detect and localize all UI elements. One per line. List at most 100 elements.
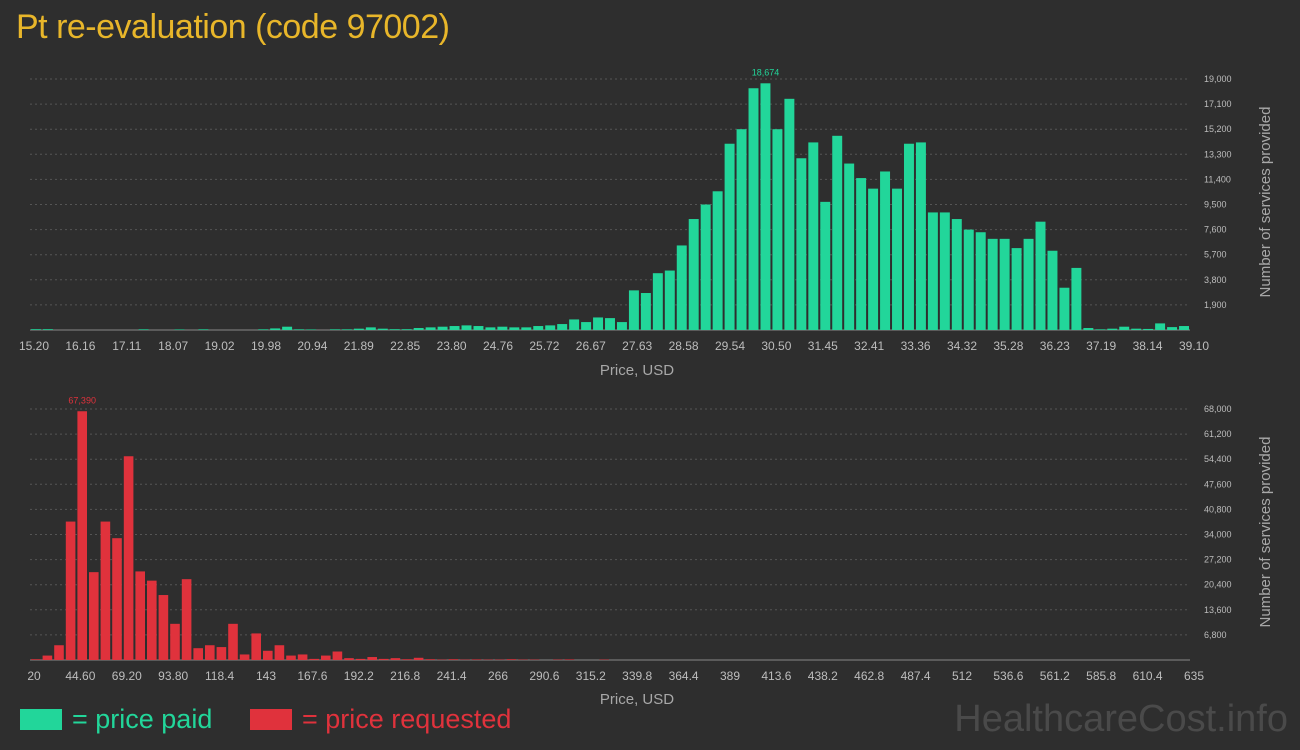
bar	[473, 326, 484, 330]
bar	[939, 212, 950, 330]
x-tick-label: 216.8	[390, 669, 420, 683]
x-tick-label: 36.23	[1040, 339, 1070, 353]
x-tick-label: 24.76	[483, 339, 513, 353]
x-tick-label: 22.85	[390, 339, 420, 353]
watermark: HealthcareCost.info	[954, 698, 1288, 740]
bar	[228, 623, 238, 660]
bar	[147, 580, 157, 660]
x-tick-label: 15.20	[19, 339, 49, 353]
bar	[1143, 328, 1154, 330]
bar	[123, 456, 134, 660]
bar	[1035, 221, 1046, 330]
bar	[688, 219, 699, 330]
bar	[593, 317, 604, 330]
bar	[712, 191, 723, 330]
bar	[1119, 326, 1130, 330]
x-tick-label: 18.07	[158, 339, 188, 353]
bar	[286, 655, 296, 660]
bar	[54, 645, 64, 660]
x-tick-label: 339.8	[622, 669, 652, 683]
x-tick-label: 241.4	[437, 669, 467, 683]
bar	[485, 327, 496, 330]
x-tick-label: 17.11	[112, 339, 141, 353]
bar	[239, 654, 250, 660]
y-tick-label: 54,400	[1204, 454, 1232, 464]
x-tick-label: 635	[1184, 669, 1204, 683]
x-tick-label: 512	[952, 669, 972, 683]
x-tick-label: 462.8	[854, 669, 884, 683]
y-tick-label: 47,600	[1204, 479, 1232, 489]
price-requested-chart: 6,800 13,600 20,400 27,200 34,000 40,800 47,60…	[27, 395, 1274, 708]
bar	[772, 129, 783, 330]
bar	[915, 142, 926, 330]
x-tick-label: 32.41	[854, 339, 884, 353]
bar	[903, 143, 914, 330]
bar	[297, 654, 308, 660]
bar	[640, 293, 651, 330]
y-axis-label: Number of services provided	[1257, 437, 1274, 628]
bar	[344, 658, 354, 660]
bar	[306, 329, 317, 330]
x-tick-label: 438.2	[808, 669, 838, 683]
bar	[975, 232, 986, 330]
price-paid-chart: 1,900 3,800 5,700 7,600 9,500 11,400 13,300 15,…	[19, 67, 1274, 379]
bar	[389, 329, 400, 330]
x-tick-label: 20	[27, 669, 41, 683]
bar	[987, 238, 998, 330]
bar	[1095, 329, 1106, 330]
bar	[158, 595, 169, 660]
x-tick-label: 536.6	[993, 669, 1023, 683]
bar	[1167, 327, 1178, 330]
bar	[844, 163, 855, 330]
bar	[181, 579, 192, 660]
bar	[1179, 326, 1189, 330]
x-tick-label: 266	[488, 669, 508, 683]
bar	[341, 329, 352, 330]
legend-paid-label: = price paid	[72, 704, 213, 734]
bar	[808, 142, 819, 330]
y-tick-label: 11,400	[1204, 174, 1231, 184]
bar	[425, 327, 436, 330]
bar	[449, 326, 460, 330]
bar	[193, 648, 203, 660]
peak-value-label: 67,390	[68, 395, 96, 405]
x-tick-label: 93.80	[158, 669, 188, 683]
x-tick-label: 44.60	[65, 669, 95, 683]
y-tick-label: 6,800	[1204, 630, 1227, 640]
bar	[471, 659, 482, 660]
bar	[784, 98, 795, 330]
bar	[390, 658, 401, 660]
y-tick-label: 27,200	[1204, 555, 1232, 565]
page-title: Pt re-evaluation (code 97002)	[16, 8, 450, 46]
bar	[521, 327, 532, 330]
y-tick-label: 68,000	[1204, 404, 1232, 414]
bar	[205, 645, 215, 660]
legend-paid-swatch	[20, 709, 62, 730]
bar	[401, 329, 412, 330]
bar	[1107, 328, 1118, 330]
bar	[448, 659, 459, 660]
bar	[198, 329, 209, 330]
x-tick-label: 33.36	[901, 339, 931, 353]
y-tick-label: 40,800	[1204, 504, 1232, 514]
bar	[748, 88, 759, 330]
x-tick-label: 585.8	[1086, 669, 1116, 683]
y-tick-label: 34,000	[1204, 530, 1232, 540]
bar	[569, 319, 580, 330]
bar	[258, 329, 269, 330]
x-tick-label: 143	[256, 669, 276, 683]
x-tick-label: 23.80	[437, 339, 467, 353]
x-tick-label: 561.2	[1040, 669, 1070, 683]
bar	[533, 326, 544, 330]
y-tick-label: 13,600	[1204, 605, 1232, 615]
legend-requested: = price requested	[250, 704, 511, 735]
bar	[1059, 287, 1070, 330]
bar	[676, 245, 687, 330]
bar	[1011, 248, 1022, 330]
bar	[170, 623, 180, 660]
bar	[1155, 323, 1166, 330]
bar	[216, 647, 227, 660]
x-tick-label: 34.32	[947, 339, 977, 353]
bar	[332, 651, 343, 660]
